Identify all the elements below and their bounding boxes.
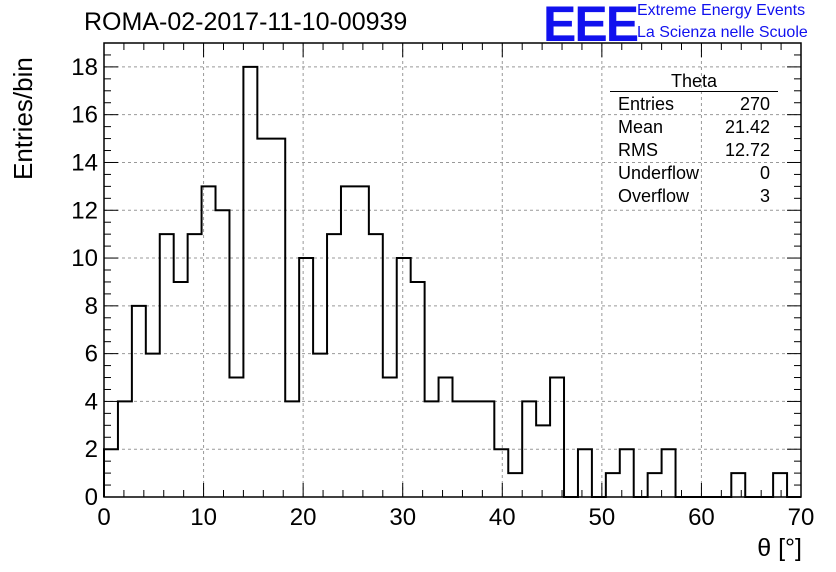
histogram-bin (369, 234, 383, 497)
y-tick-label: 0 (85, 484, 98, 511)
histogram-bin (146, 354, 160, 497)
chart-title: ROMA-02-2017-11-10-00939 (84, 8, 408, 36)
stats-value: 3 (759, 186, 770, 206)
stats-value: 270 (739, 94, 770, 114)
histogram-bin (229, 378, 243, 497)
histogram-bin (202, 186, 216, 497)
eee-logo: EEE (543, 0, 639, 52)
histogram-bin (104, 449, 118, 497)
y-tick-label: 16 (71, 102, 98, 129)
x-tick-label: 60 (688, 504, 715, 531)
y-axis-label: Entries/bin (8, 57, 38, 180)
histogram-bin (299, 258, 313, 497)
x-tick-label: 20 (290, 504, 317, 531)
stats-row: Mean 21.42 (610, 115, 778, 138)
histogram-bin (285, 401, 299, 497)
logo-line-1: Extreme Energy Events (637, 2, 806, 19)
histogram-bin (494, 449, 508, 497)
y-tick-label: 14 (71, 149, 98, 176)
x-axis-label: θ [°] (757, 534, 802, 562)
histogram-bin (453, 401, 467, 497)
x-tick-label: 70 (788, 504, 815, 531)
y-tick-label: 18 (71, 54, 98, 81)
x-tick-label: 30 (389, 504, 416, 531)
stats-row: Overflow 3 (610, 184, 778, 207)
stats-label: Mean (618, 117, 664, 137)
histogram-bin (243, 67, 257, 497)
histogram-outline (103, 65, 801, 498)
y-tick-label: 8 (85, 293, 98, 320)
stats-label: Underflow (618, 163, 700, 183)
histogram-bin (313, 354, 327, 497)
stats-label: Entries (618, 94, 675, 114)
histogram-bin (439, 378, 453, 497)
stats-value: 12.72 (724, 140, 770, 160)
histogram-bin (773, 473, 787, 497)
x-tick-label: 50 (589, 504, 616, 531)
logo-line-2: La Scienza nelle Scuole (637, 24, 808, 41)
histogram-bin (466, 401, 480, 497)
stats-title: Theta (610, 70, 778, 92)
y-tick-label: 4 (85, 388, 98, 415)
histogram-bin (425, 401, 439, 497)
histogram-bin (536, 425, 550, 497)
histogram-bin (550, 378, 564, 497)
histogram-bin (355, 186, 369, 497)
histogram-bin (620, 449, 634, 497)
y-tick-label: 2 (85, 436, 98, 463)
histogram-bin (397, 258, 411, 497)
histogram-bin (132, 306, 146, 497)
y-tick-label: 6 (85, 341, 98, 368)
histogram-bin (480, 401, 494, 497)
stats-box: Theta Entries 270 Mean 21.42 RMS 12.72 U… (610, 70, 778, 207)
histogram-bin (118, 401, 132, 497)
histogram-bin (271, 139, 285, 497)
stats-label: RMS (618, 140, 658, 160)
histogram-bin (188, 234, 202, 497)
histogram-bin (578, 449, 592, 497)
stats-value: 0 (759, 163, 770, 183)
histogram-bin (327, 234, 341, 497)
histogram-bin (662, 449, 676, 497)
histogram-bin (160, 234, 174, 497)
histogram-bin (216, 210, 230, 497)
histogram-bin (648, 473, 662, 497)
histogram-bin (522, 401, 536, 497)
histogram-bin (257, 139, 271, 497)
stats-value: 21.42 (724, 117, 770, 137)
x-tick-label: 40 (489, 504, 516, 531)
stats-row: RMS 12.72 (610, 138, 778, 161)
y-tick-label: 12 (71, 197, 98, 224)
histogram-bin (731, 473, 745, 497)
histogram-bin (411, 282, 425, 497)
stats-label: Overflow (618, 186, 690, 206)
histogram-bin (341, 186, 355, 497)
histogram-bin (174, 282, 188, 497)
stats-row: Entries 270 (610, 92, 778, 115)
histogram-bin (383, 378, 397, 497)
histogram-bin (508, 473, 522, 497)
stats-row: Underflow 0 (610, 161, 778, 184)
x-tick-label: 10 (190, 504, 217, 531)
histogram-bin (606, 473, 620, 497)
x-tick-label: 0 (97, 504, 110, 531)
y-tick-label: 10 (71, 245, 98, 272)
